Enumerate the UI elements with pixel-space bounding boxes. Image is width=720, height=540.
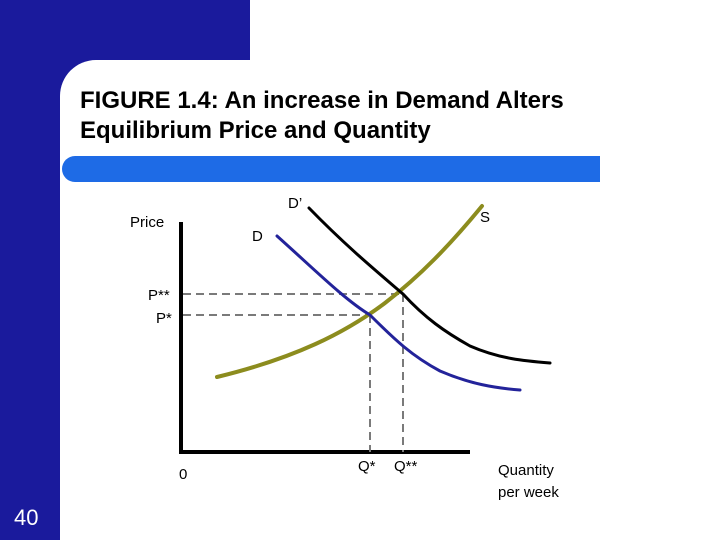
q-old-label: Q* xyxy=(358,458,376,475)
y-axis-label: Price xyxy=(130,214,164,231)
x-axis-label-line2: per week xyxy=(498,484,559,501)
supply-curve xyxy=(215,204,484,379)
content-corner xyxy=(60,60,140,140)
demand-curve xyxy=(275,234,522,392)
new-demand-curve xyxy=(307,206,552,365)
supply-label: S xyxy=(480,209,490,226)
left-brand-bar xyxy=(0,0,60,540)
p-new-label: P** xyxy=(148,287,170,304)
q-new-label: Q** xyxy=(394,458,418,475)
title-line-2: Equilibrium Price and Quantity xyxy=(80,117,431,144)
origin-label: 0 xyxy=(179,466,187,483)
top-brand-block xyxy=(0,0,250,60)
slide-number: 40 xyxy=(14,505,39,530)
new-demand-label: D’ xyxy=(288,195,302,212)
title-underline-bar xyxy=(62,156,600,182)
title-line-1: FIGURE 1.4: An increase in Demand Alters xyxy=(80,87,564,114)
slide-title: FIGURE 1.4: An increase in Demand Alters… xyxy=(80,86,700,146)
demand-label: D xyxy=(252,228,263,245)
guide-lines xyxy=(183,293,404,452)
p-old-label: P* xyxy=(156,310,172,327)
x-axis-label-line1: Quantity xyxy=(498,462,554,479)
